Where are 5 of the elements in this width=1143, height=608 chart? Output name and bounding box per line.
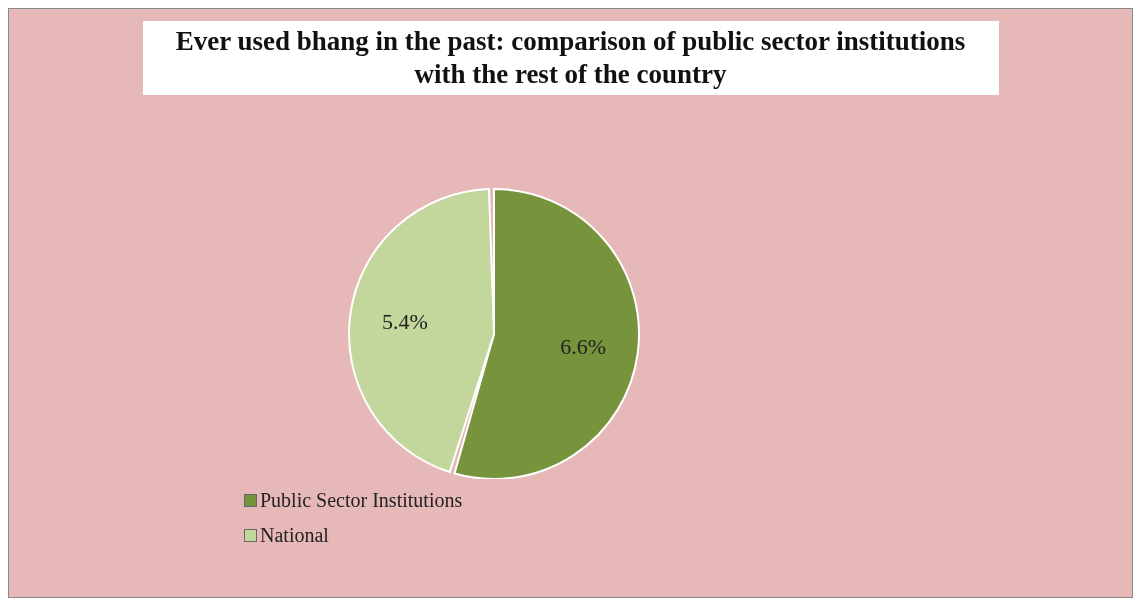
data-label: 6.6% bbox=[560, 333, 606, 359]
legend-label: National bbox=[260, 524, 329, 547]
legend-label: Public Sector Institutions bbox=[260, 489, 463, 512]
chart-title: Ever used bhang in the past: comparison of public sector institutions with the rest of the country bbox=[142, 21, 999, 95]
data-label: 5.4% bbox=[382, 309, 428, 335]
